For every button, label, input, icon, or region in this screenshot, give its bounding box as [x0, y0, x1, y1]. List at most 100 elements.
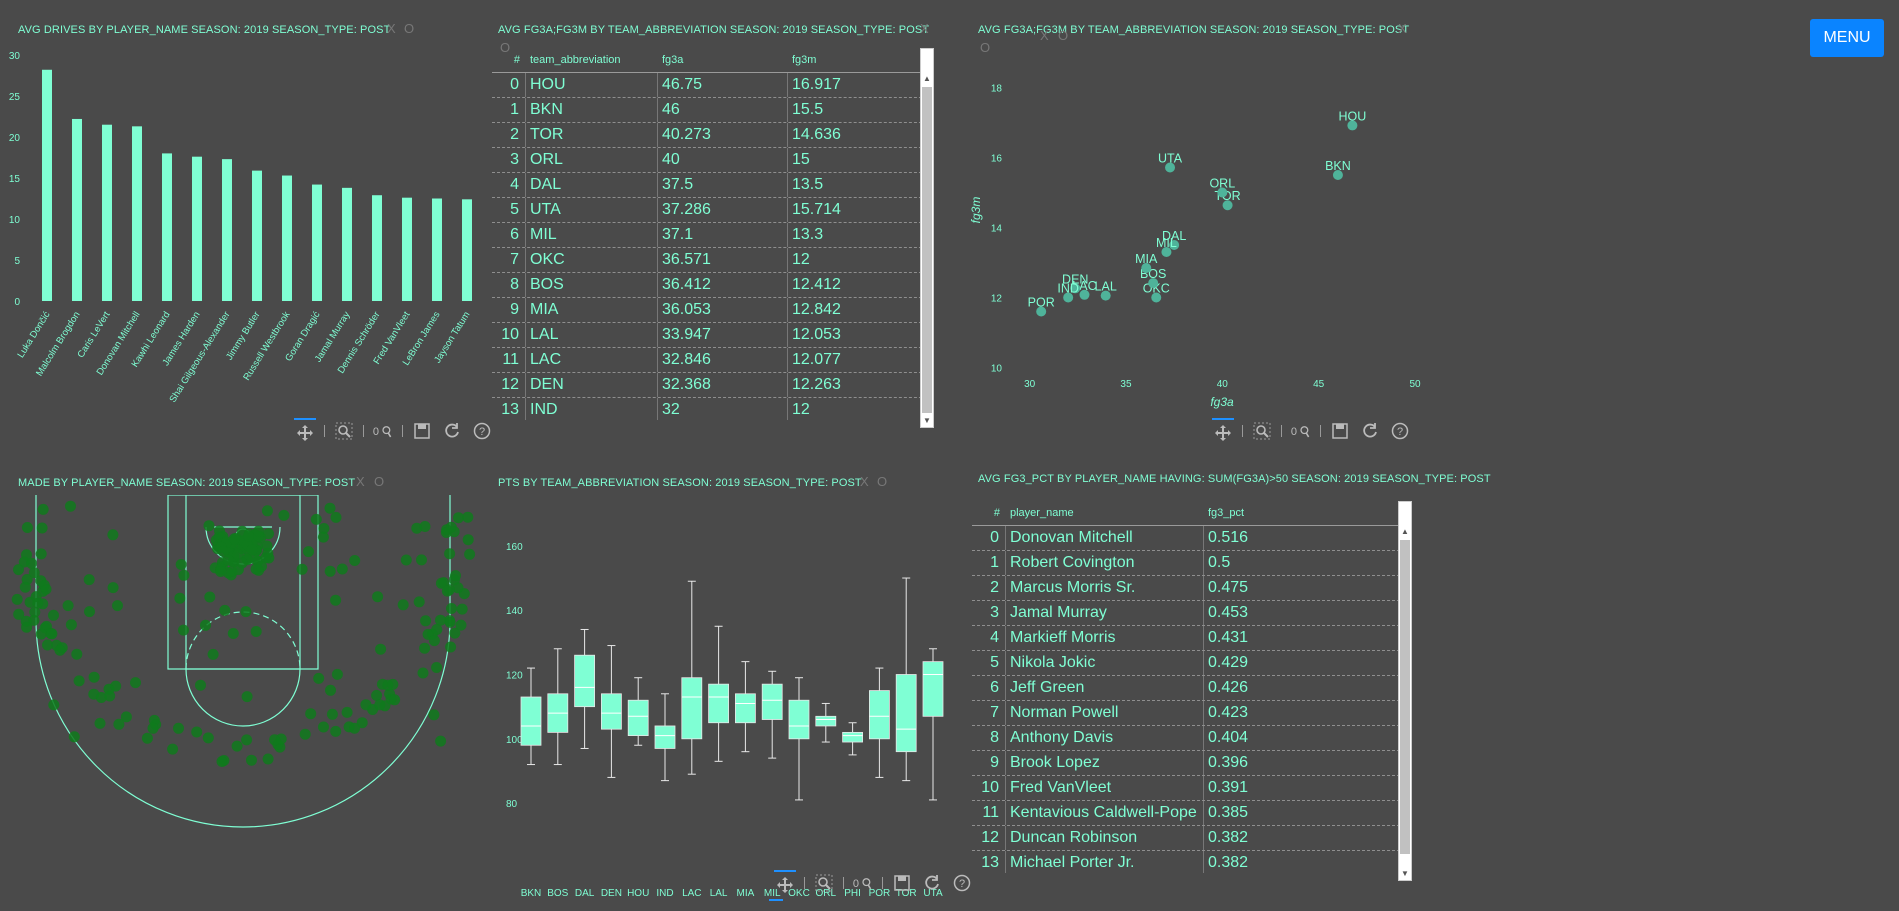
help-icon[interactable]: ?	[1389, 420, 1411, 442]
reset-icon[interactable]	[921, 872, 943, 894]
table-cell: 6	[492, 223, 526, 247]
scroll-down-arrow-icon[interactable]: ▼	[923, 416, 931, 425]
autoscale-icon[interactable]: 0	[1290, 420, 1312, 442]
fg3pct-close-button[interactable]: X	[1040, 28, 1049, 43]
shot-marker	[458, 588, 470, 600]
zoom-icon[interactable]	[333, 420, 355, 442]
table-row[interactable]: 12 DEN 32.368 12.263	[492, 373, 932, 398]
scroll-up-arrow-icon[interactable]: ▲	[1401, 527, 1409, 536]
scroll-thumb[interactable]	[1400, 540, 1410, 854]
svg-text:?: ?	[1397, 426, 1403, 438]
zoom-icon[interactable]	[1251, 420, 1273, 442]
shot-marker	[263, 528, 274, 540]
point-label: IND	[1057, 282, 1079, 296]
table-row[interactable]: 9 Brook Lopez 0.396	[972, 751, 1410, 776]
shot-marker	[173, 722, 184, 734]
drives-popout-button[interactable]: O	[404, 21, 415, 36]
bar	[222, 159, 232, 301]
box	[734, 693, 756, 724]
shots-close-button[interactable]: X	[356, 474, 365, 489]
column-header[interactable]: fg3a	[662, 54, 684, 66]
shot-marker	[207, 648, 219, 660]
save-icon[interactable]	[411, 420, 433, 442]
table-row[interactable]: 7 OKC 36.571 12	[492, 248, 932, 273]
pts-box-plot[interactable]: 80 100 120 140 160 BKN BOS DAL DEN HOU IND LAC LAL MI…	[480, 495, 960, 905]
toolbar-separator	[1281, 425, 1282, 437]
menu-button[interactable]: MENU	[1810, 19, 1884, 57]
scroll-up-arrow-icon[interactable]: ▲	[923, 74, 931, 83]
box	[601, 693, 622, 730]
column-header[interactable]: fg3_pct	[1208, 507, 1245, 519]
fg3pct-popout-button[interactable]: O	[1058, 28, 1069, 43]
column-header[interactable]: team_abbreviation	[530, 54, 621, 66]
column-header[interactable]: player_name	[1010, 507, 1074, 519]
table-cell: 13.5	[792, 176, 824, 193]
table-row[interactable]: 2 Marcus Morris Sr. 0.475	[972, 576, 1410, 601]
fg3-team-panel: AVG FG3A;FG3M BY TEAM_ABBREVIATION SEASO…	[480, 0, 940, 450]
pts-popout-button[interactable]: O	[877, 474, 888, 489]
table-row[interactable]: 10 LAL 33.947 12.053	[492, 323, 932, 348]
pts-close-button[interactable]: X	[860, 474, 869, 489]
scroll-down-arrow-icon[interactable]: ▼	[1401, 869, 1409, 878]
table-row[interactable]: 9 MIA 36.053 12.842	[492, 298, 932, 323]
table-row[interactable]: 7 Norman Powell 0.423	[972, 701, 1410, 726]
fg3-scatter-popout-button[interactable]: O	[980, 40, 991, 55]
column-header[interactable]: #	[993, 507, 1000, 519]
table-cell: 0.453	[1208, 604, 1249, 621]
box-item	[601, 645, 622, 778]
table-row[interactable]: 3 ORL 40 15	[492, 148, 932, 173]
table-row[interactable]: 8 BOS 36.412 12.412	[492, 273, 932, 298]
table-row[interactable]: 6 MIL 37.1 13.3	[492, 223, 932, 248]
shot-court-chart[interactable]	[0, 495, 480, 845]
table-row[interactable]: 0 HOU 46.75 16.917	[492, 73, 932, 98]
help-icon[interactable]: ?	[471, 420, 493, 442]
fg3-team-close-button[interactable]: X	[920, 21, 929, 36]
autoscale-icon[interactable]: 0	[372, 420, 394, 442]
fg3-scatter-close-button[interactable]: X	[1398, 21, 1407, 36]
pan-icon[interactable]	[294, 418, 316, 444]
table-row[interactable]: 5 Nikola Jokic 0.429	[972, 651, 1410, 676]
save-icon[interactable]	[1329, 420, 1351, 442]
table-row[interactable]: 10 Fred VanVleet 0.391	[972, 776, 1410, 801]
bar	[42, 69, 52, 301]
fg3-team-table-scrollbar[interactable]: ▲ ▼	[920, 48, 934, 428]
reset-icon[interactable]	[441, 420, 463, 442]
autoscale-icon[interactable]: 0	[852, 872, 874, 894]
table-row[interactable]: 1 Robert Covington 0.5	[972, 551, 1410, 576]
table-row[interactable]: 6 Jeff Green 0.426	[972, 676, 1410, 701]
table-row[interactable]: 0 Donovan Mitchell 0.516	[972, 526, 1410, 551]
shots-popout-button[interactable]: O	[374, 474, 385, 489]
x-tick-label: 40	[1217, 379, 1229, 390]
table-row[interactable]: 8 Anthony Davis 0.404	[972, 726, 1410, 751]
fg3-team-popout-button[interactable]: O	[500, 40, 511, 55]
table-row[interactable]: 11 Kentavious Caldwell-Pope 0.385	[972, 801, 1410, 826]
zoom-icon[interactable]	[813, 872, 835, 894]
fg3pct-table-scrollbar[interactable]: ▲ ▼	[1398, 501, 1412, 881]
drives-close-button[interactable]: X	[387, 21, 396, 36]
scroll-thumb[interactable]	[922, 87, 932, 413]
column-header[interactable]: fg3m	[792, 54, 817, 66]
save-icon[interactable]	[891, 872, 913, 894]
table-row[interactable]: 5 UTA 37.286 15.714	[492, 198, 932, 223]
fg3-scatter-chart[interactable]: 30 35 40 45 501012141618fg3afg3mHOUBKNTORORL…	[960, 40, 1440, 420]
table-row[interactable]: 3 Jamal Murray 0.453	[972, 601, 1410, 626]
table-row[interactable]: 4 DAL 37.5 13.5	[492, 173, 932, 198]
table-row[interactable]: 13 IND 32 12	[492, 398, 932, 420]
pan-icon[interactable]	[1212, 418, 1234, 444]
shot-marker	[84, 606, 95, 618]
table-row[interactable]: 12 Duncan Robinson 0.382	[972, 826, 1410, 851]
column-header[interactable]: #	[513, 54, 520, 66]
table-row[interactable]: 2 TOR 40.273 14.636	[492, 123, 932, 148]
table-row[interactable]: 13 Michael Porter Jr. 0.382	[972, 851, 1410, 873]
table-cell: MIL	[526, 223, 658, 247]
table-header: # team_abbreviation fg3a fg3m	[492, 48, 932, 73]
reset-icon[interactable]	[1359, 420, 1381, 442]
table-row[interactable]: 4 Markieff Morris 0.431	[972, 626, 1410, 651]
scatter-point	[1151, 292, 1162, 303]
help-icon[interactable]: ?	[951, 872, 973, 894]
table-row[interactable]: 1 BKN 46 15.5	[492, 98, 932, 123]
table-row[interactable]: 11 LAC 32.846 12.077	[492, 348, 932, 373]
table-cell: 0.382	[1208, 829, 1249, 846]
pan-icon[interactable]	[774, 870, 796, 896]
